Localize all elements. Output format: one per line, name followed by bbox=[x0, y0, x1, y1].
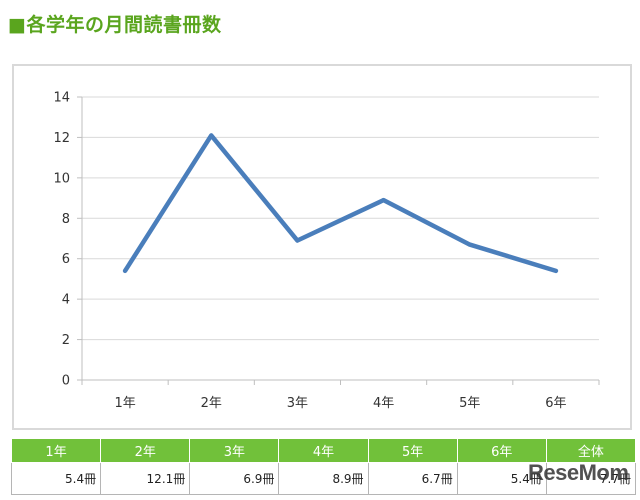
table-cell-5: 6.7冊 bbox=[367, 462, 458, 495]
table-header-4: 4年 bbox=[278, 438, 369, 463]
x-tick-label: 4年 bbox=[373, 396, 394, 411]
table-cell-total: 7.7冊 bbox=[545, 462, 637, 495]
series-line bbox=[122, 133, 559, 274]
table-cell-2: 12.1冊 bbox=[100, 462, 191, 495]
x-tick-label: 3年 bbox=[287, 396, 308, 411]
table-header-3: 3年 bbox=[189, 438, 280, 463]
table-header-total: 全体 bbox=[545, 438, 637, 463]
table-header-1: 1年 bbox=[10, 438, 102, 463]
table-row: 5.4冊 12.1冊 6.9冊 8.9冊 6.7冊 5.4冊 7.7冊 bbox=[10, 462, 637, 495]
y-tick-label: 2 bbox=[62, 333, 70, 348]
chart-frame: 0 2 4 6 8 10 12 14 1年 2年 3年 4年 5年 6年 bbox=[12, 64, 632, 430]
y-tick-label: 10 bbox=[53, 171, 70, 186]
table-header-2: 2年 bbox=[100, 438, 191, 463]
table-header-6: 6年 bbox=[456, 438, 547, 463]
table-header-row: 1年 2年 3年 4年 5年 6年 全体 bbox=[10, 438, 637, 463]
y-tick-label: 14 bbox=[53, 91, 70, 106]
line-chart: 0 2 4 6 8 10 12 14 1年 2年 3年 4年 5年 6年 bbox=[53, 91, 600, 411]
table-cell-6: 5.4冊 bbox=[456, 462, 547, 495]
table-cell-4: 8.9冊 bbox=[278, 462, 369, 495]
data-table: 1年 2年 3年 4年 5年 6年 全体 5.4冊 12.1冊 6.9冊 8.9… bbox=[10, 438, 637, 495]
y-tick-label: 6 bbox=[62, 252, 70, 267]
x-tick-label: 6年 bbox=[545, 396, 566, 411]
x-tick-label: 5年 bbox=[459, 396, 480, 411]
title-text: ■各学年の月間読書冊数 bbox=[8, 13, 222, 36]
table-header-5: 5年 bbox=[367, 438, 458, 463]
page-title: ■各学年の月間読書冊数 bbox=[8, 10, 221, 36]
table-cell-3: 6.9冊 bbox=[189, 462, 280, 495]
y-tick-label: 4 bbox=[62, 293, 70, 308]
watermark-logo: ReseMom bbox=[528, 460, 629, 485]
x-tick-label: 1年 bbox=[114, 396, 135, 411]
x-tick-label: 2年 bbox=[201, 396, 222, 411]
y-tick-label: 8 bbox=[62, 212, 70, 227]
y-tick-label: 0 bbox=[62, 374, 70, 389]
y-tick-label: 12 bbox=[53, 131, 70, 146]
table-cell-1: 5.4冊 bbox=[10, 462, 102, 495]
